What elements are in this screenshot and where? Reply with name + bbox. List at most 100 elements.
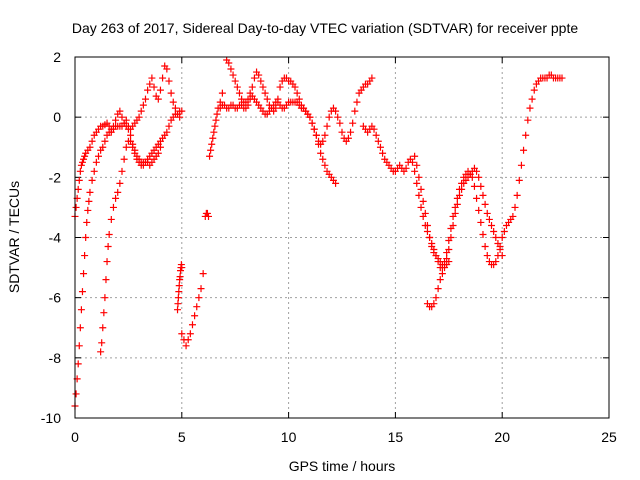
data-point-marker [105, 230, 113, 238]
x-axis-label: GPS time / hours [289, 458, 396, 474]
x-tick-label: 20 [494, 429, 510, 445]
data-point-marker [475, 173, 483, 181]
data-point-marker [445, 246, 453, 254]
data-point-marker [295, 95, 303, 103]
data-point-marker [517, 161, 525, 169]
y-tick-label: 2 [53, 49, 61, 65]
data-point-marker [250, 74, 258, 82]
data-point-marker [449, 221, 457, 229]
data-point-marker [413, 179, 421, 187]
y-tick-label: -10 [41, 410, 61, 426]
data-point-marker [156, 143, 164, 151]
data-point-marker [74, 185, 82, 193]
data-point-marker [483, 252, 491, 260]
data-point-marker [104, 243, 112, 251]
data-point-marker [257, 77, 265, 85]
data-point-marker [92, 158, 100, 166]
data-point-marker [114, 188, 122, 196]
data-point-marker [213, 110, 221, 118]
data-point-marker [175, 288, 183, 296]
grid-lines [75, 57, 609, 418]
data-point-marker [82, 234, 90, 241]
data-point-marker [81, 252, 89, 260]
data-point-marker [135, 113, 143, 121]
data-point-marker [127, 131, 135, 139]
data-point-marker [479, 191, 487, 199]
data-point-marker [120, 155, 128, 163]
data-point-marker [432, 294, 440, 302]
data-point-marker [88, 137, 96, 145]
data-point-marker [74, 360, 82, 368]
data-point-marker [263, 95, 271, 103]
data-point-marker [321, 161, 329, 169]
data-point-marker [206, 152, 214, 160]
data-point-marker [317, 149, 325, 157]
data-point-marker [293, 89, 301, 97]
data-point-marker [99, 143, 107, 151]
data-point-marker [477, 218, 485, 226]
data-point-marker [419, 197, 427, 205]
data-point-marker [415, 191, 423, 199]
data-point-marker [415, 173, 423, 181]
data-point-marker [436, 276, 444, 284]
chart-title: Day 263 of 2017, Sidereal Day-to-day VTE… [72, 20, 579, 36]
data-point-marker [167, 89, 175, 97]
data-point-marker [411, 167, 419, 175]
x-tick-label: 10 [281, 429, 297, 445]
data-point-marker [75, 342, 83, 350]
data-point-marker [80, 155, 88, 163]
data-point-marker [77, 306, 85, 314]
data-point-marker [368, 74, 376, 82]
data-point-marker [353, 98, 361, 106]
data-point-marker [423, 227, 431, 235]
data-point-marker [558, 74, 566, 82]
data-point-marker [306, 113, 314, 121]
data-point-marker [182, 342, 190, 350]
data-point-marker [118, 113, 126, 121]
y-tick-label: -6 [49, 290, 62, 306]
data-point-marker [485, 215, 493, 223]
data-point-marker [112, 116, 120, 124]
data-point-marker [509, 212, 517, 220]
data-point-marker [127, 137, 135, 145]
data-point-marker [229, 71, 237, 79]
data-point-marker [122, 116, 130, 124]
y-axis-label: SDTVAR / TECUs [6, 181, 22, 293]
data-point-marker [312, 131, 320, 139]
data-point-marker [78, 288, 86, 296]
data-point-marker [124, 122, 132, 130]
data-point-marker [308, 119, 316, 127]
data-point-marker [184, 336, 192, 344]
data-point-marker [75, 176, 83, 184]
data-point-marker [310, 125, 318, 133]
data-point-marker [205, 212, 212, 220]
data-point-marker [483, 209, 491, 217]
data-point-marker [494, 240, 502, 248]
data-point-marker [524, 116, 532, 124]
data-point-marker [233, 83, 241, 91]
data-point-marker [447, 234, 455, 241]
data-point-marker [490, 227, 498, 235]
y-tick-labels: -10 -8 -6 -4 -2 0 2 [41, 49, 61, 426]
data-point-marker [116, 179, 124, 187]
data-point-marker [498, 252, 506, 260]
data-point-marker [402, 164, 410, 172]
data-point-marker [528, 95, 536, 103]
data-point-marker [475, 206, 483, 214]
data-point-marker [479, 230, 487, 238]
data-point-marker [526, 104, 534, 112]
data-point-marker [139, 101, 147, 109]
data-point-marker [122, 143, 130, 151]
data-point-marker [338, 128, 346, 136]
data-point-marker [77, 161, 85, 169]
data-point-marker [473, 167, 481, 175]
data-point-marker [276, 83, 284, 91]
data-point-marker [520, 146, 528, 154]
data-point-marker [146, 80, 154, 88]
data-point-marker [163, 128, 171, 136]
data-point-marker [291, 83, 299, 91]
data-point-marker [426, 234, 434, 241]
data-point-marker [451, 209, 459, 217]
y-tick-label: -2 [49, 169, 62, 185]
data-point-marker [246, 89, 254, 97]
